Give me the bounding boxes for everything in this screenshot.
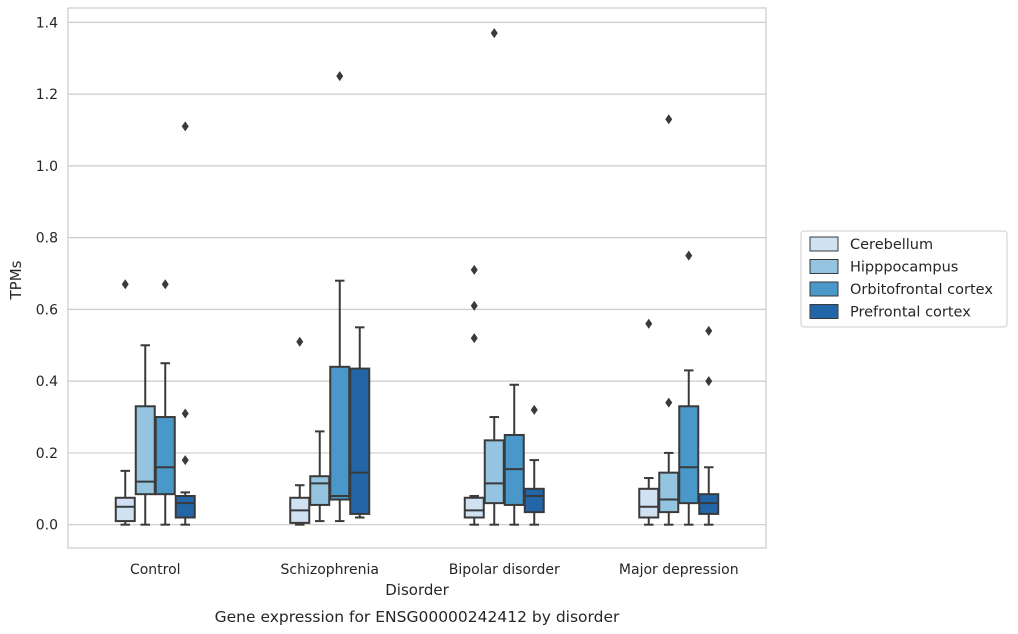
box-hipppocampus xyxy=(658,114,680,526)
iqr-box xyxy=(523,487,545,514)
y-tick-label: 0.6 xyxy=(36,302,58,318)
iqr-box xyxy=(174,494,196,519)
outlier-point xyxy=(685,250,693,261)
iqr-box xyxy=(483,439,505,505)
outlier-point xyxy=(470,300,478,311)
outlier-point xyxy=(296,336,304,347)
outlier-point xyxy=(181,408,189,419)
legend-label: Hipppocampus xyxy=(850,260,958,276)
outlier-point xyxy=(530,404,538,415)
legend-swatch xyxy=(809,236,839,252)
box-hipppocampus xyxy=(483,28,505,526)
outlier-point xyxy=(645,318,653,329)
y-tick-labels: 0.0 0.2 0.4 0.6 0.8 1.0 1.2 1.4 xyxy=(36,15,58,533)
box-hipppocampus xyxy=(309,430,331,523)
box-prefrontal-cortex xyxy=(523,404,545,526)
x-tick-labels: Control Schizophrenia Bipolar disorder Majo… xyxy=(130,562,739,578)
legend-swatch xyxy=(809,304,839,319)
chart-caption: Gene expression for ENSG00000242412 by d… xyxy=(215,608,620,626)
box-series xyxy=(114,28,720,526)
y-axis-label: TPMs xyxy=(7,260,25,300)
legend-label: Prefrontal cortex xyxy=(850,305,971,321)
y-tick-label: 0.4 xyxy=(36,374,58,390)
outlier-point xyxy=(181,455,189,466)
legend: Cerebellum Hipppocampus Orbitofrontal cort… xyxy=(800,230,1008,328)
iqr-box xyxy=(309,475,331,506)
box-prefrontal-cortex xyxy=(349,326,371,519)
outlier-point xyxy=(665,397,673,408)
outlier-point xyxy=(470,333,478,344)
outlier-point xyxy=(705,325,713,336)
outlier-point xyxy=(121,279,129,290)
iqr-box xyxy=(638,487,660,519)
x-tick-label: Major depression xyxy=(619,562,739,578)
y-tick-label: 1.4 xyxy=(36,15,58,31)
iqr-box xyxy=(349,367,371,515)
plot-frame xyxy=(67,7,767,549)
outlier-point xyxy=(665,114,673,125)
iqr-box xyxy=(678,405,700,505)
box-orbitofrontal-cortex xyxy=(154,279,176,526)
legend-label: Cerebellum xyxy=(850,237,933,253)
x-tick-label: Control xyxy=(130,562,181,578)
box-orbitofrontal-cortex xyxy=(329,71,351,523)
iqr-box xyxy=(658,471,680,514)
legend-frame xyxy=(800,230,1008,328)
y-tick-label: 0.8 xyxy=(36,231,58,247)
box-cerebellum xyxy=(114,279,136,526)
x-tick-label: Schizophrenia xyxy=(281,562,379,578)
outlier-point xyxy=(161,279,169,290)
legend-swatch xyxy=(809,259,839,274)
y-tick-label: 1.2 xyxy=(36,87,58,103)
box-orbitofrontal-cortex xyxy=(678,250,700,526)
outlier-point xyxy=(181,121,189,132)
iqr-box xyxy=(463,496,485,519)
x-tick-label: Bipolar disorder xyxy=(449,562,560,578)
y-tick-label: 0.2 xyxy=(36,446,58,462)
box-orbitofrontal-cortex xyxy=(503,383,525,526)
outlier-point xyxy=(490,28,498,39)
iqr-box xyxy=(154,416,176,496)
legend-label: Orbitofrontal cortex xyxy=(850,282,993,298)
box-cerebellum xyxy=(463,264,485,526)
box-prefrontal-cortex xyxy=(698,325,720,526)
box-prefrontal-cortex xyxy=(174,121,196,526)
outlier-point xyxy=(470,264,478,275)
iqr-box xyxy=(114,496,136,523)
iqr-box xyxy=(329,365,351,501)
legend-swatch xyxy=(809,281,839,297)
x-axis-label: Disorder xyxy=(385,581,449,599)
box-cerebellum xyxy=(289,336,311,526)
y-tick-label: 0.0 xyxy=(36,518,58,534)
outlier-point xyxy=(336,71,344,82)
box-hipppocampus xyxy=(134,344,156,526)
outlier-point xyxy=(705,376,713,387)
y-tick-label: 1.0 xyxy=(36,159,58,175)
